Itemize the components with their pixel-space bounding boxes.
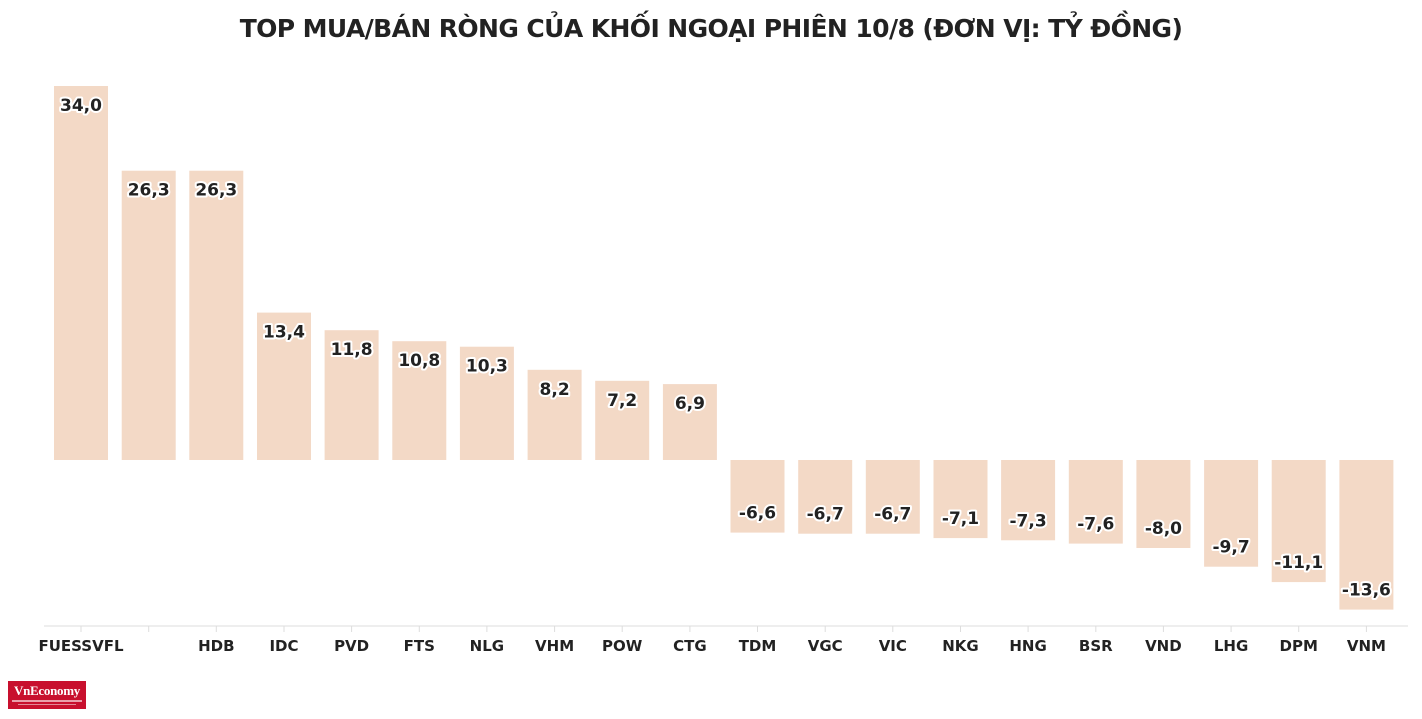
x-tick-label: LHG — [1214, 637, 1248, 655]
bar — [1271, 460, 1326, 583]
bar-value-label: -7,3 — [1010, 511, 1047, 531]
x-tick-label: BSR — [1079, 637, 1113, 655]
x-tick-label: VGC — [808, 637, 843, 655]
x-tick-label: VNM — [1347, 637, 1386, 655]
bar — [933, 460, 988, 539]
bar — [54, 86, 108, 460]
bar — [595, 380, 650, 460]
bar — [1339, 460, 1394, 610]
bar — [257, 312, 311, 460]
bar-value-label: 34,0 — [60, 96, 102, 116]
x-tick-label: FUESSVFL — [38, 637, 123, 655]
bar-value-label: 8,2 — [540, 380, 570, 400]
bar — [1136, 460, 1191, 548]
bar-value-label: 13,4 — [263, 323, 305, 343]
vneconomy-logo: VnEconomy — [8, 681, 86, 709]
bar-value-label: -9,7 — [1213, 538, 1250, 558]
bar — [1001, 460, 1056, 541]
bar — [121, 170, 176, 460]
bar-value-label: -8,0 — [1145, 519, 1182, 539]
bar — [459, 346, 514, 460]
bar-value-label: -7,1 — [942, 509, 979, 529]
x-tick-label: IDC — [269, 637, 298, 655]
logo-tagline-line-2 — [18, 704, 76, 705]
bar-value-label: -11,1 — [1274, 553, 1323, 573]
chart-title: TOP MUA/BÁN RÒNG CỦA KHỐI NGOẠI PHIÊN 10… — [239, 14, 1183, 43]
x-tick-label: FTS — [404, 637, 435, 655]
bar — [527, 369, 582, 460]
x-tick-label: CTG — [673, 637, 707, 655]
x-tick-label: HNG — [1009, 637, 1046, 655]
x-tick-label: POW — [602, 637, 643, 655]
bar — [324, 330, 379, 460]
bar-value-label: 26,3 — [128, 181, 170, 201]
bar-value-label: 7,2 — [607, 391, 637, 411]
x-tick-label: PVD — [334, 637, 369, 655]
x-tick-label: VND — [1145, 637, 1182, 655]
bar-value-label: -6,7 — [874, 505, 911, 525]
bar-value-label: 26,3 — [195, 181, 237, 201]
bar-value-label: 6,9 — [675, 394, 705, 414]
bar-value-label: 10,8 — [398, 351, 440, 371]
x-tick-label: VIC — [879, 637, 907, 655]
x-tick-label: NLG — [470, 637, 504, 655]
x-tick-label: NKG — [942, 637, 979, 655]
bar — [189, 170, 244, 460]
bar-value-label: -7,6 — [1077, 515, 1114, 535]
bar — [1204, 460, 1259, 567]
bar — [662, 384, 717, 460]
logo-tagline-line — [12, 700, 82, 702]
bar — [730, 460, 785, 533]
bar — [798, 460, 853, 534]
bar-value-label: -13,6 — [1342, 581, 1391, 601]
x-tick-label: TDM — [739, 637, 777, 655]
bar — [1068, 460, 1123, 544]
x-tick-label: HDB — [198, 637, 234, 655]
bar-value-label: -6,7 — [807, 505, 844, 525]
bar-value-label: -6,6 — [739, 504, 776, 524]
x-tick-label: DPM — [1280, 637, 1318, 655]
bar — [865, 460, 920, 534]
bar-value-label: 10,3 — [466, 357, 508, 377]
bar — [392, 341, 447, 460]
bar-value-label: 11,8 — [331, 340, 373, 360]
x-tick-label: VHM — [535, 637, 574, 655]
logo-text: VnEconomy — [14, 683, 80, 698]
